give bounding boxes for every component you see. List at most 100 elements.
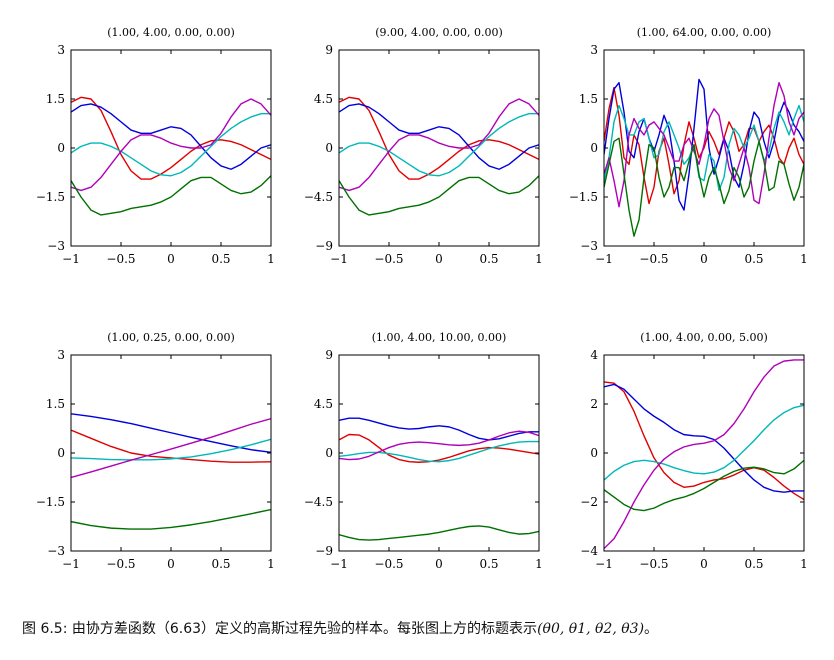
series-line-red	[339, 96, 539, 180]
series-line-red	[339, 433, 539, 463]
subplot-3: (1.00, 64.00, 0.00, 0.00) −1 −0.5 0 0.5 1 3 1.5…	[569, 26, 808, 266]
series-line-cyan	[71, 438, 271, 461]
axes-frame	[338, 49, 540, 247]
series-line-magenta	[71, 418, 271, 479]
y-tick-label: 9	[325, 43, 333, 57]
subplot-4: (1.00, 0.25, 0.00, 0.00) −1 −0.5 0 0.5 1 3 1.5 0…	[36, 331, 275, 571]
x-tick-label: 1	[800, 557, 808, 571]
x-tick-label: −1	[595, 557, 613, 571]
x-tick-label: 0.5	[744, 557, 763, 571]
x-tick-label: 0.5	[211, 557, 230, 571]
x-tick-label: 1	[267, 252, 275, 266]
y-tick-label: −3	[47, 544, 65, 558]
series-line-cyan	[339, 113, 539, 177]
y-tick-label: 0	[57, 141, 65, 155]
x-tick-label: −0.5	[374, 557, 403, 571]
series-line-magenta	[339, 98, 539, 192]
y-tick-label: 3	[57, 348, 65, 362]
x-tick-label: 0	[167, 252, 175, 266]
x-tick-label: −1	[595, 252, 613, 266]
series-line-blue	[71, 413, 271, 454]
y-tick-label: 3	[590, 43, 598, 57]
subplot-title: (1.00, 64.00, 0.00, 0.00)	[637, 26, 772, 39]
y-tick-label: −3	[47, 239, 65, 253]
series-line-red	[604, 381, 804, 501]
series-line-green	[71, 508, 271, 530]
y-tick-label: 4.5	[314, 397, 333, 411]
y-tick-label: −1.5	[36, 190, 65, 204]
series-line-magenta	[604, 359, 804, 550]
series-line-green	[604, 459, 804, 512]
y-tick-label: −1.5	[36, 495, 65, 509]
subplot-1: (1.00, 4.00, 0.00, 0.00) −1 −0.5 0 0.5 1 3 1.5 0…	[36, 26, 275, 266]
axes-frame	[70, 354, 272, 552]
y-tick-label: 0	[590, 141, 598, 155]
subplot-title: (1.00, 0.25, 0.00, 0.00)	[107, 331, 235, 344]
x-tick-label: 1	[267, 557, 275, 571]
x-tick-label: 0.5	[744, 252, 763, 266]
x-tick-label: −1	[62, 557, 80, 571]
x-tick-label: 1	[535, 252, 543, 266]
subplot-title: (1.00, 4.00, 0.00, 5.00)	[640, 331, 768, 344]
y-tick-label: −4.5	[304, 495, 333, 509]
series-line-red	[71, 429, 271, 463]
y-tick-label: 4.5	[314, 92, 333, 106]
series-line-blue	[339, 417, 539, 441]
series-line-magenta	[71, 98, 271, 192]
series-line-green	[339, 525, 539, 541]
series-line-blue	[71, 103, 271, 170]
y-tick-label: 3	[57, 43, 65, 57]
series-line-green	[604, 137, 804, 237]
series-line-blue	[604, 78, 804, 211]
subplot-2: (9.00, 4.00, 0.00, 0.00) −1 −0.5 0 0.5 1 9 4.5 0…	[304, 26, 543, 266]
series-line-cyan	[604, 404, 804, 481]
axes-frame	[603, 354, 805, 552]
series-line-magenta	[339, 430, 539, 461]
y-tick-label: 0	[325, 141, 333, 155]
x-tick-label: −0.5	[106, 557, 135, 571]
x-tick-label: 0.5	[479, 252, 498, 266]
y-tick-label: 1.5	[46, 92, 65, 106]
x-tick-label: 0	[435, 557, 443, 571]
figure-caption: 图 6.5: 由协方差函数（6.63）定义的高斯过程先验的样本。每张图上方的标题…	[22, 618, 822, 638]
x-tick-label: 1	[800, 252, 808, 266]
series-line-green	[339, 175, 539, 216]
subplot-title: (1.00, 4.00, 0.00, 0.00)	[107, 26, 235, 39]
y-tick-label: 0	[325, 446, 333, 460]
y-tick-label: 0	[590, 446, 598, 460]
series-line-blue	[604, 383, 804, 493]
x-tick-label: 0.5	[211, 252, 230, 266]
caption-text: 由协方差函数（6.63）定义的高斯过程先验的样本。每张图上方的标题表示	[71, 621, 538, 637]
y-tick-label: 0	[57, 446, 65, 460]
y-tick-label: 9	[325, 348, 333, 362]
x-tick-label: −1	[330, 557, 348, 571]
series-line-magenta	[604, 81, 804, 208]
caption-math: (θ0, θ1, θ2, θ3)	[537, 621, 645, 637]
y-tick-label: −4.5	[304, 190, 333, 204]
x-tick-label: 0	[700, 252, 708, 266]
x-tick-label: −1	[330, 252, 348, 266]
y-tick-label: −1.5	[569, 190, 598, 204]
subplot-title: (9.00, 4.00, 0.00, 0.00)	[375, 26, 503, 39]
y-tick-label: −2	[580, 495, 598, 509]
series-line-blue	[339, 103, 539, 170]
caption-end: 。	[644, 621, 659, 637]
y-tick-label: −4	[580, 544, 598, 558]
y-tick-label: −3	[580, 239, 598, 253]
subplot-5: (1.00, 4.00, 10.00, 0.00) −1 −0.5 0 0.5 1 9 4.5…	[304, 331, 543, 571]
figure: (1.00, 4.00, 0.00, 0.00) −1 −0.5 0 0.5 1 3 1.5 0…	[36, 26, 808, 571]
y-tick-label: −9	[315, 544, 333, 558]
y-tick-label: 1.5	[46, 397, 65, 411]
x-tick-label: −0.5	[639, 557, 668, 571]
x-tick-label: −0.5	[639, 252, 668, 266]
series-line-cyan	[339, 440, 539, 463]
series-line-green	[71, 175, 271, 216]
y-tick-label: 2	[590, 397, 598, 411]
x-tick-label: −0.5	[374, 252, 403, 266]
series-line-cyan	[71, 113, 271, 177]
subplot-title: (1.00, 4.00, 10.00, 0.00)	[372, 331, 507, 344]
caption-label: 图 6.5:	[22, 621, 68, 637]
x-tick-label: 0.5	[479, 557, 498, 571]
x-tick-label: 0	[435, 252, 443, 266]
x-tick-label: 0	[167, 557, 175, 571]
